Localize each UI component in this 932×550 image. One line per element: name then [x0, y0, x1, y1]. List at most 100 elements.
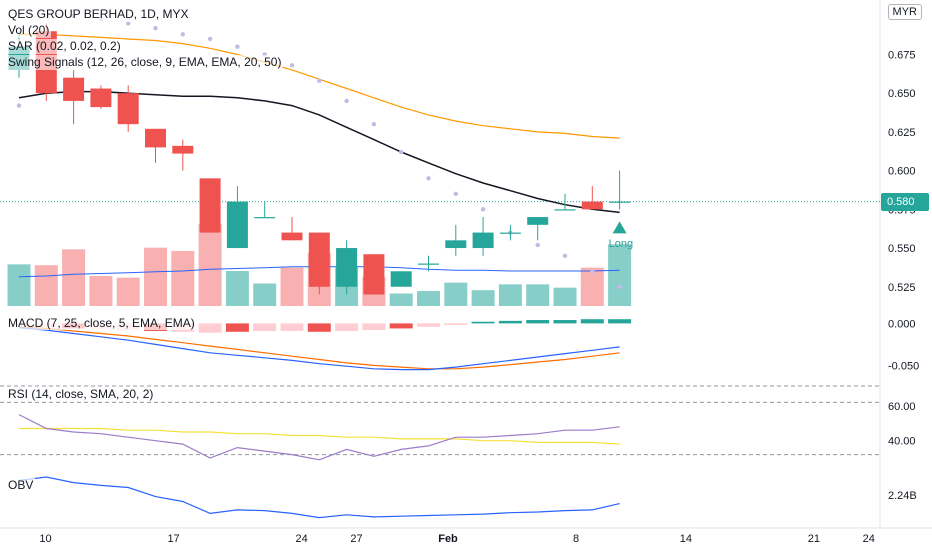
- volume-bar: [444, 282, 468, 306]
- last-price-tag: 0.580: [881, 192, 929, 211]
- time-tick-label: 24: [296, 533, 308, 545]
- volume-bar: [608, 244, 632, 306]
- time-tick-label: 27: [350, 533, 362, 545]
- candle-body: [581, 201, 603, 210]
- rsi-legend: RSI (14, close, SMA, 20, 2): [6, 387, 156, 401]
- candle-body: [226, 201, 248, 249]
- volume-bar: [34, 265, 58, 306]
- candle-body: [363, 254, 385, 295]
- sar-dot: [480, 207, 486, 212]
- swing-signals-legend: Swing Signals (12, 26, close, 9, EMA, EM…: [6, 55, 284, 70]
- macd-histogram-bar: [553, 320, 577, 324]
- macd-histogram-bar: [471, 321, 495, 324]
- candle-body: [418, 263, 439, 265]
- candle-body: [390, 271, 412, 287]
- candle-body: [117, 93, 139, 125]
- macd-histogram-bar: [225, 323, 249, 332]
- long-signal-arrow: [612, 221, 627, 234]
- time-tick-label: 17: [167, 533, 179, 545]
- candle-body: [254, 217, 276, 219]
- volume-bar: [144, 247, 167, 306]
- volume-bar: [198, 224, 222, 306]
- macd-tick-label: 0.000: [888, 318, 916, 330]
- sar-dot: [590, 269, 595, 274]
- macd-histogram-bar: [580, 319, 604, 324]
- macd-line: [18, 327, 620, 371]
- candle-body: [199, 178, 221, 233]
- time-tick-label: 10: [39, 533, 51, 545]
- obv-legend: OBV: [6, 478, 36, 492]
- candle-body: [281, 232, 303, 241]
- price-tick-label: 0.675: [888, 49, 916, 61]
- candle-body: [336, 248, 358, 287]
- sar-dot: [453, 191, 458, 197]
- candle-body: [63, 77, 85, 101]
- volume-bar: [417, 291, 440, 306]
- sar-dot: [207, 36, 213, 42]
- candle-body: [90, 88, 112, 108]
- sar-dot: [317, 78, 322, 83]
- macd-histogram-bar: [526, 320, 550, 324]
- obv-line: [18, 476, 620, 519]
- volume-bar: [253, 283, 277, 306]
- sar-dot: [289, 63, 295, 68]
- candle-body: [527, 217, 549, 225]
- sar-dot: [426, 176, 431, 181]
- price-tick-label: 0.525: [888, 282, 916, 294]
- macd-legend: MACD (7, 25, close, 5, EMA, EMA): [6, 316, 197, 330]
- time-tick-label: 21: [808, 533, 820, 545]
- time-tick-label: 8: [573, 533, 579, 545]
- volume-bar: [280, 267, 304, 306]
- sar-dot: [371, 121, 377, 127]
- volume-bar: [580, 267, 604, 306]
- macd-histogram-bar: [608, 319, 632, 324]
- macd-histogram-bar: [417, 323, 440, 327]
- macd-histogram-bar: [253, 323, 277, 331]
- macd-histogram-bar: [198, 323, 222, 333]
- sar-dot: [235, 44, 240, 49]
- candle-body: [472, 232, 494, 249]
- sar-dot: [126, 21, 131, 26]
- long-signal-label: Long: [608, 238, 634, 251]
- sar-dot: [180, 32, 185, 37]
- volume-bar: [116, 277, 140, 306]
- candle-body: [499, 232, 521, 234]
- macd-histogram-bar: [335, 323, 359, 331]
- macd-histogram-bar: [362, 323, 386, 331]
- candle-body: [308, 232, 330, 287]
- rsi-ma-line: [19, 427, 620, 445]
- volume-bar: [553, 287, 577, 306]
- volume-bar: [62, 249, 86, 306]
- price-tick-label: 0.650: [888, 88, 916, 100]
- candle-body: [609, 201, 631, 203]
- sar-dot: [344, 98, 349, 104]
- volume-legend: Vol (20): [6, 23, 52, 38]
- rsi-line: [18, 414, 620, 461]
- macd-histogram-bar: [444, 323, 468, 326]
- sar-dot: [562, 253, 568, 258]
- macd-tick-label: -0.050: [888, 360, 919, 372]
- symbol-title: QES GROUP BERHAD, 1D, MYX: [6, 7, 191, 22]
- macd-histogram-bar: [280, 323, 304, 331]
- sar-dot: [153, 25, 158, 31]
- time-tick-label: 14: [680, 533, 692, 545]
- ema-fast-line: [18, 90, 620, 214]
- time-tick-label: Feb: [438, 533, 458, 545]
- time-tick-label: 24: [863, 533, 875, 545]
- sar-dot: [399, 149, 404, 155]
- rsi-tick-label: 40.00: [888, 436, 916, 448]
- volume-bar: [498, 284, 522, 306]
- macd-histogram-bar: [498, 320, 522, 324]
- sar-dot: [617, 284, 622, 289]
- sar-dot: [16, 103, 22, 108]
- volume-bar: [389, 293, 413, 306]
- rsi-tick-label: 60.00: [888, 401, 916, 413]
- sar-legend: SAR (0.02, 0.02, 0.2): [6, 39, 123, 54]
- volume-bar: [526, 284, 550, 306]
- volume-bar: [171, 251, 195, 306]
- price-tick-label: 0.600: [888, 166, 916, 178]
- currency-badge[interactable]: MYR: [887, 4, 922, 20]
- candle-body: [145, 128, 166, 148]
- price-tick-label: 0.625: [888, 127, 916, 139]
